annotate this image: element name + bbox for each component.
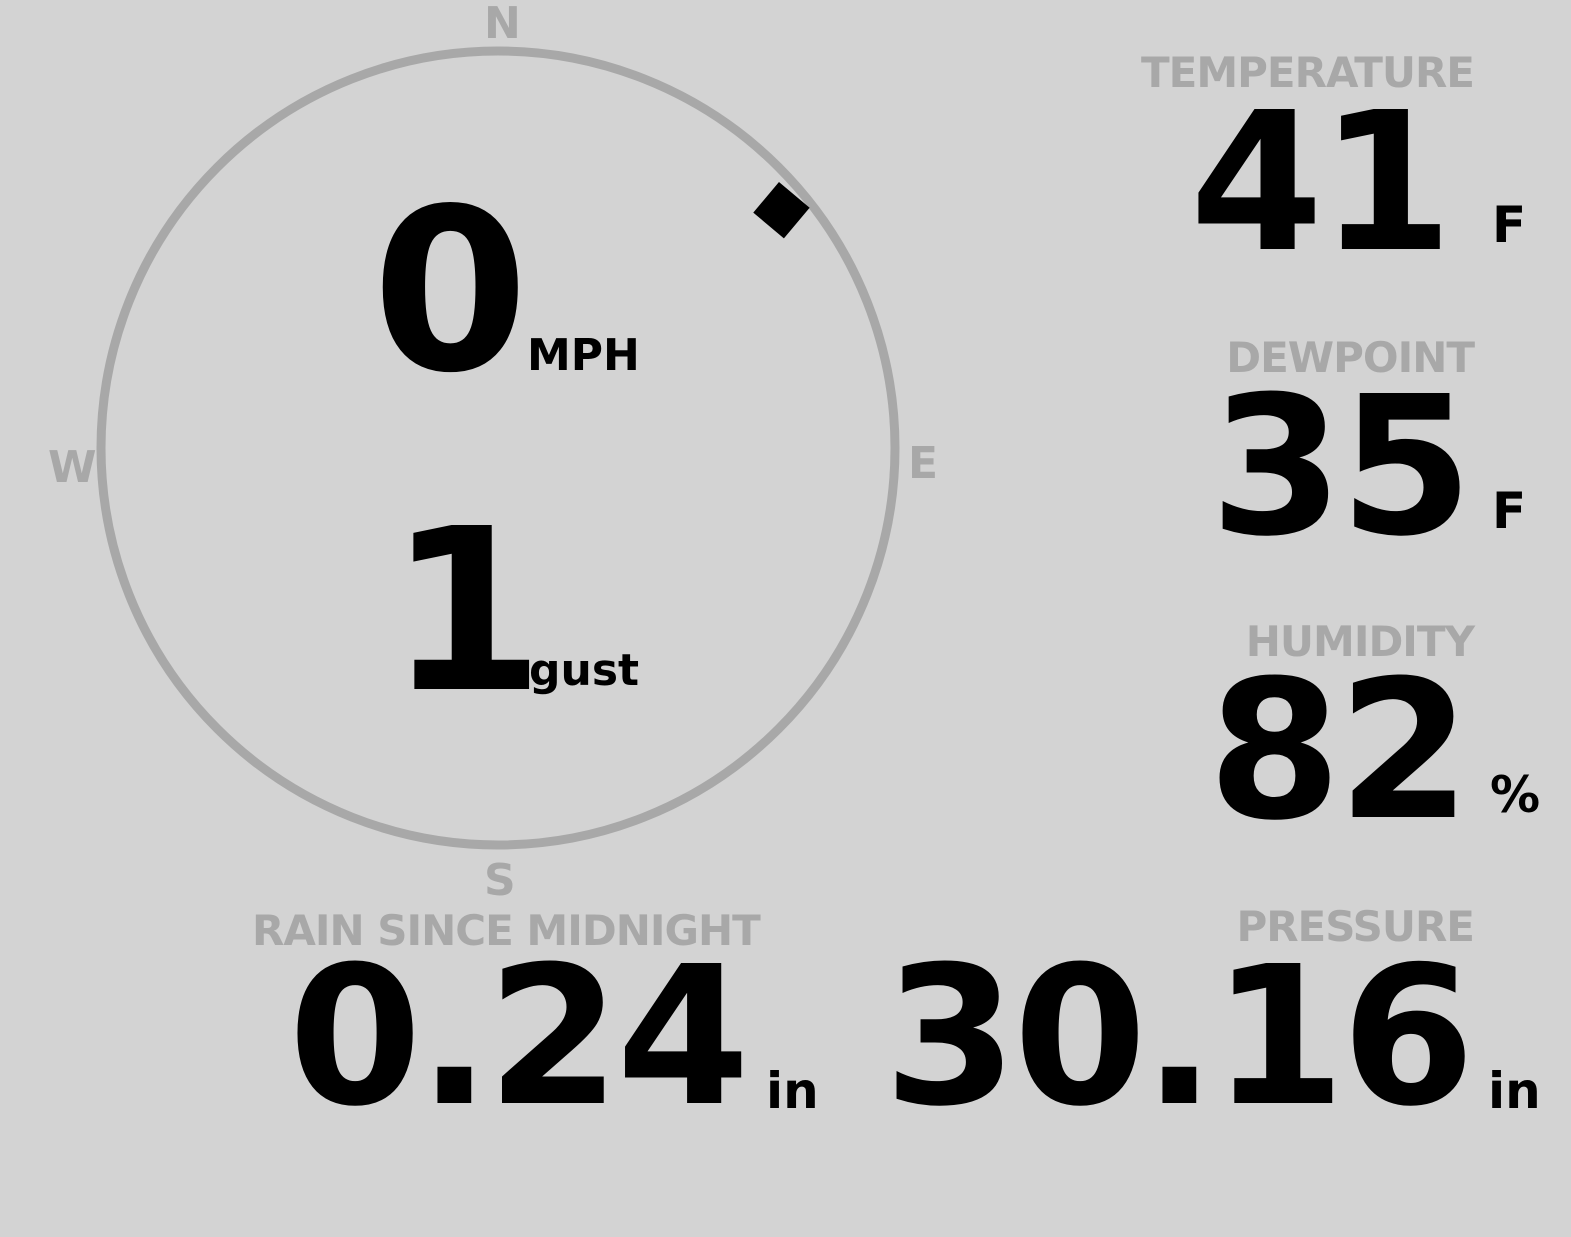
pressure-unit: in	[1488, 1062, 1541, 1120]
wind-speed-value: 0	[372, 161, 529, 423]
humidity-unit: %	[1490, 766, 1541, 824]
humidity-label: HUMIDITY	[1245, 617, 1475, 666]
humidity-value: 82	[1207, 640, 1471, 863]
wind-gust-unit: gust	[529, 645, 640, 696]
wind-gust-value: 1	[388, 481, 545, 743]
compass-west: W	[48, 442, 97, 493]
rain-label: RAIN SINCE MIDNIGHT	[252, 906, 761, 955]
pressure-label: PRESSURE	[1236, 902, 1475, 951]
dewpoint-label: DEWPOINT	[1226, 333, 1475, 382]
wind-speed-unit: MPH	[527, 330, 640, 381]
rain-unit: in	[766, 1062, 819, 1120]
wind-direction-marker	[753, 181, 810, 239]
temperature-unit: F	[1492, 196, 1527, 254]
temperature-label: TEMPERATURE	[1141, 48, 1475, 97]
compass-north: N	[484, 0, 521, 49]
wind-compass	[96, 46, 900, 850]
compass-ring	[96, 46, 900, 850]
dewpoint-unit: F	[1492, 482, 1527, 540]
compass-east: E	[908, 438, 939, 489]
rain-value: 0.24	[288, 926, 750, 1149]
dewpoint-value: 35	[1209, 356, 1473, 579]
pressure-value: 30.16	[883, 926, 1475, 1149]
temperature-value: 41	[1189, 72, 1453, 295]
compass-south: S	[484, 855, 516, 906]
